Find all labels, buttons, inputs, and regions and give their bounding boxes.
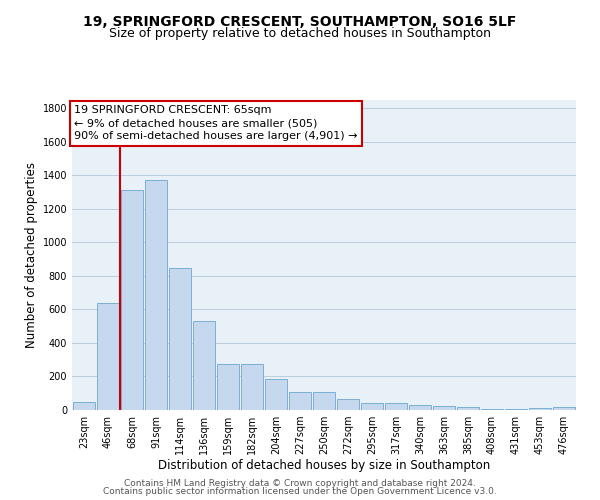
- Text: 19 SPRINGFORD CRESCENT: 65sqm
← 9% of detached houses are smaller (505)
90% of s: 19 SPRINGFORD CRESCENT: 65sqm ← 9% of de…: [74, 105, 358, 142]
- Bar: [529, 408, 551, 410]
- Bar: [313, 392, 335, 410]
- Bar: [145, 180, 167, 410]
- Bar: [505, 409, 527, 410]
- Bar: [433, 406, 455, 410]
- Bar: [289, 392, 311, 410]
- Bar: [97, 303, 119, 410]
- Bar: [169, 268, 191, 410]
- Text: Contains public sector information licensed under the Open Government Licence v3: Contains public sector information licen…: [103, 487, 497, 496]
- Bar: [481, 409, 503, 410]
- Y-axis label: Number of detached properties: Number of detached properties: [25, 162, 38, 348]
- Bar: [241, 364, 263, 410]
- Bar: [385, 404, 407, 410]
- Bar: [73, 402, 95, 410]
- Bar: [217, 364, 239, 410]
- X-axis label: Distribution of detached houses by size in Southampton: Distribution of detached houses by size …: [158, 458, 490, 471]
- Bar: [457, 408, 479, 410]
- Bar: [409, 405, 431, 410]
- Bar: [337, 399, 359, 410]
- Text: Contains HM Land Registry data © Crown copyright and database right 2024.: Contains HM Land Registry data © Crown c…: [124, 478, 476, 488]
- Bar: [193, 321, 215, 410]
- Bar: [265, 379, 287, 410]
- Bar: [361, 404, 383, 410]
- Text: 19, SPRINGFORD CRESCENT, SOUTHAMPTON, SO16 5LF: 19, SPRINGFORD CRESCENT, SOUTHAMPTON, SO…: [83, 15, 517, 29]
- Text: Size of property relative to detached houses in Southampton: Size of property relative to detached ho…: [109, 28, 491, 40]
- Bar: [553, 408, 575, 410]
- Bar: [121, 190, 143, 410]
